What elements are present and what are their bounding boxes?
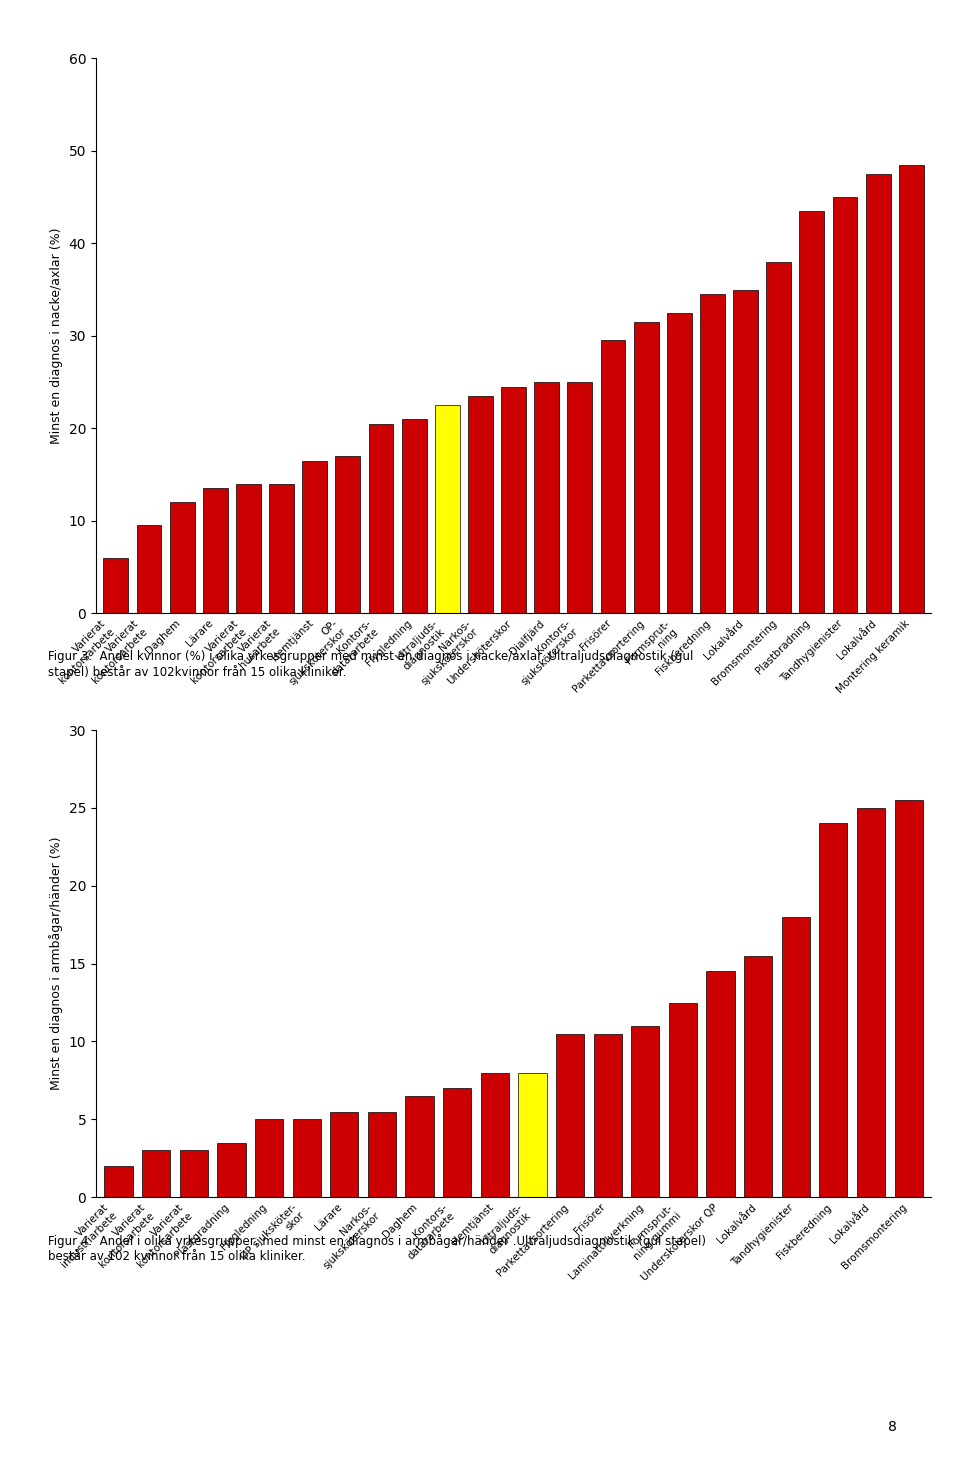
Bar	[567, 383, 592, 613]
Bar	[518, 1073, 546, 1197]
Bar	[535, 383, 559, 613]
Bar	[800, 210, 825, 613]
Bar	[866, 174, 891, 613]
Bar	[832, 197, 857, 613]
Bar	[895, 800, 923, 1197]
Bar	[180, 1150, 208, 1197]
Bar	[217, 1143, 246, 1197]
Bar	[707, 971, 734, 1197]
Bar	[368, 1111, 396, 1197]
Bar	[468, 396, 492, 613]
Bar	[142, 1150, 170, 1197]
Bar	[330, 1111, 358, 1197]
Y-axis label: Minst en diagnos i nacke/axlar (%): Minst en diagnos i nacke/axlar (%)	[50, 228, 63, 444]
Bar	[593, 1034, 622, 1197]
Bar	[335, 456, 360, 613]
Bar	[733, 289, 758, 613]
Bar	[136, 526, 161, 613]
Bar	[601, 340, 626, 613]
Bar	[255, 1120, 283, 1197]
Bar	[105, 1167, 132, 1197]
Bar	[556, 1034, 584, 1197]
Bar	[667, 312, 692, 613]
Bar	[435, 406, 460, 613]
Bar	[269, 483, 294, 613]
Bar	[501, 387, 526, 613]
Bar	[302, 461, 327, 613]
Bar	[631, 1026, 660, 1197]
Bar	[857, 807, 885, 1197]
Bar	[899, 165, 924, 613]
Bar	[405, 1096, 434, 1197]
Bar	[104, 558, 129, 613]
Text: Figur 4.  Andel i olika yrkesgrupper, med minst en diagnos i armbågar/händer .Ul: Figur 4. Andel i olika yrkesgrupper, med…	[48, 1234, 706, 1263]
Bar	[401, 419, 426, 613]
Bar	[170, 502, 195, 613]
Y-axis label: Minst en diagnos i armbågar/händer (%): Minst en diagnos i armbågar/händer (%)	[49, 837, 63, 1091]
Bar	[766, 261, 791, 613]
Bar	[700, 295, 725, 613]
Text: Figur 3.  Andel kvinnor (%) i olika yrkesgrupper med minst en diagnos i nacke/ax: Figur 3. Andel kvinnor (%) i olika yrkes…	[48, 650, 693, 679]
Bar	[781, 917, 810, 1197]
Bar	[293, 1120, 321, 1197]
Bar	[369, 423, 394, 613]
Bar	[819, 823, 848, 1197]
Bar	[669, 1003, 697, 1197]
Bar	[236, 483, 261, 613]
Bar	[744, 956, 772, 1197]
Text: 8: 8	[888, 1419, 898, 1434]
Bar	[481, 1073, 509, 1197]
Bar	[444, 1088, 471, 1197]
Bar	[634, 323, 659, 613]
Bar	[203, 488, 228, 613]
